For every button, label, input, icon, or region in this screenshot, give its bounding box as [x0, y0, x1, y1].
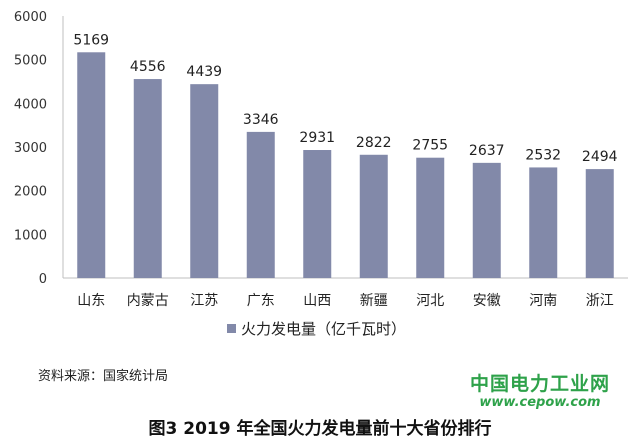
bar	[416, 157, 445, 278]
source-note: 资料来源：国家统计局	[38, 369, 169, 384]
watermark: 中国电力工业网 www.cepow.com	[440, 373, 640, 411]
bar	[585, 169, 614, 278]
value-label: 4556	[130, 59, 166, 75]
value-label: 2532	[525, 147, 561, 163]
bar	[246, 131, 275, 278]
bar	[472, 162, 501, 278]
legend-swatch	[227, 324, 236, 333]
x-tick-label: 新疆	[360, 293, 388, 309]
category-labels: 山东 内蒙古 江苏 广东 山西 新疆 河北 安徽 河南 浙江	[77, 293, 614, 309]
bar	[303, 150, 332, 278]
x-tick-label: 山东	[77, 293, 105, 309]
value-label: 2755	[412, 138, 448, 154]
figure-caption: 图3 2019 年全国火力发电量前十大省份排行	[148, 419, 492, 439]
x-tick-label: 内蒙古	[127, 293, 169, 309]
x-tick-label: 山西	[303, 293, 331, 309]
y-tick-label: 0	[39, 272, 47, 287]
y-tick-label: 5000	[14, 54, 47, 69]
bars	[77, 52, 614, 279]
bar	[359, 154, 388, 278]
y-tick-label: 1000	[14, 228, 47, 243]
value-label: 3346	[243, 112, 279, 128]
bar	[190, 84, 219, 278]
y-tick-labels: 0 1000 2000 3000 4000 5000 6000	[14, 10, 47, 287]
y-tick-label: 4000	[14, 97, 47, 112]
watermark-url: www.cepow.com	[479, 394, 601, 410]
y-tick-label: 2000	[14, 185, 47, 200]
value-labels: 5169 4556 4439 3346 2931 2822 2755 2637 2532 2494	[73, 32, 617, 165]
watermark-name: 中国电力工业网	[469, 373, 610, 395]
legend-label: 火力发电量（亿千瓦时）	[241, 320, 406, 338]
bar-chart: 0 1000 2000 3000 4000 5000 6000 5169 4556 4439 33…	[14, 10, 628, 338]
x-tick-label: 河南	[529, 293, 557, 309]
y-tick-label: 6000	[14, 10, 47, 25]
value-label: 2637	[469, 143, 505, 159]
legend: 火力发电量（亿千瓦时）	[227, 320, 406, 338]
bar	[77, 52, 106, 278]
y-tick-label: 3000	[14, 141, 47, 156]
x-tick-label: 广东	[247, 293, 275, 309]
value-label: 2494	[582, 149, 618, 165]
x-tick-label: 浙江	[586, 293, 614, 309]
value-label: 2931	[299, 130, 335, 146]
x-tick-label: 安徽	[473, 293, 501, 309]
x-tick-label: 江苏	[190, 293, 218, 309]
bar	[529, 167, 558, 278]
value-label: 4439	[186, 64, 222, 80]
value-label: 5169	[73, 32, 109, 48]
x-tick-label: 河北	[416, 293, 444, 309]
value-label: 2822	[356, 135, 392, 151]
bar	[133, 79, 162, 279]
